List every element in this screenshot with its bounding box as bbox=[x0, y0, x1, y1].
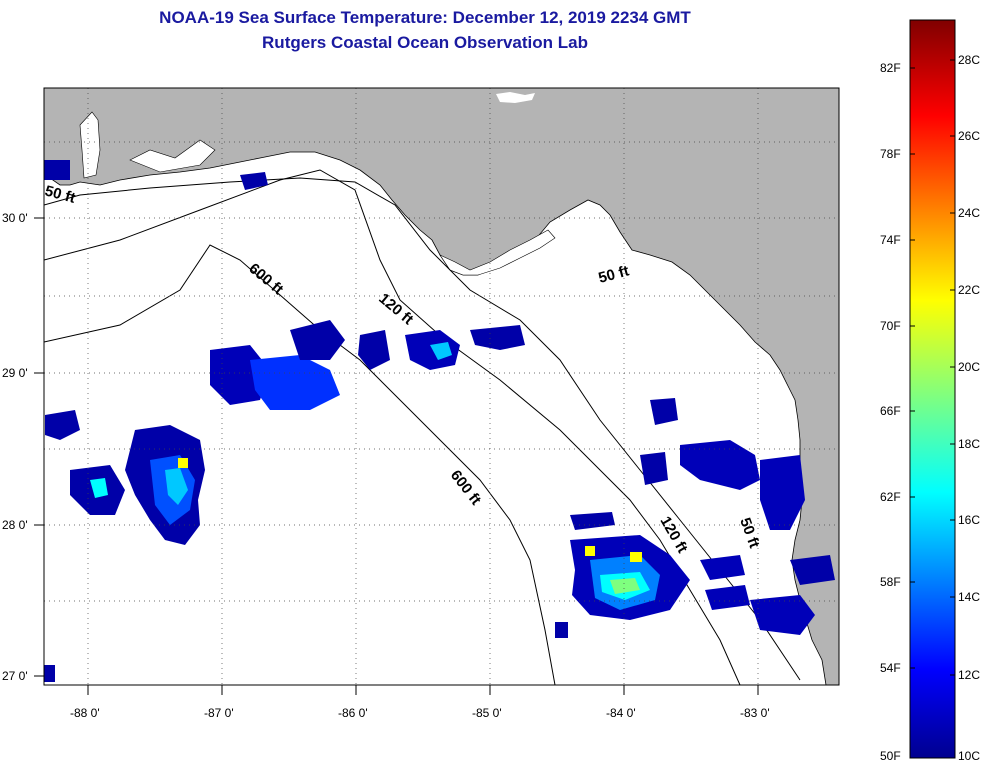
lon-label-84: -84 0' bbox=[606, 706, 636, 720]
bay-mobile bbox=[79, 111, 101, 179]
lon-label-88: -88 0' bbox=[70, 706, 100, 720]
lat-label-28: 28 0' bbox=[2, 518, 28, 532]
bay-apalachee bbox=[439, 229, 556, 276]
lake-inland bbox=[496, 92, 535, 103]
colorbar-f-58: 58F bbox=[880, 575, 901, 589]
colorbar-c-14: 14C bbox=[958, 590, 980, 604]
tick-marks bbox=[34, 217, 759, 695]
sst-patches bbox=[44, 160, 835, 682]
colorbar-c-22: 22C bbox=[958, 283, 980, 297]
colorbar-c-16: 16C bbox=[958, 513, 980, 527]
contour-600ft bbox=[44, 244, 556, 685]
colorbar-f-74: 74F bbox=[880, 233, 901, 247]
colorbar-f-50: 50F bbox=[880, 749, 901, 763]
lat-label-27: 27 0' bbox=[2, 669, 28, 683]
colorbar-c-18: 18C bbox=[958, 437, 980, 451]
colorbar bbox=[909, 19, 956, 759]
colorbar-f-70: 70F bbox=[880, 319, 901, 333]
lat-label-30: 30 0' bbox=[2, 211, 28, 225]
colorbar-f-66: 66F bbox=[880, 404, 901, 418]
lat-label-29: 29 0' bbox=[2, 366, 28, 380]
lon-label-86: -86 0' bbox=[338, 706, 368, 720]
contour-50ft bbox=[44, 177, 801, 681]
map-title: NOAA-19 Sea Surface Temperature: Decembe… bbox=[159, 8, 691, 27]
lon-label-83: -83 0' bbox=[740, 706, 770, 720]
colorbar-c-24: 24C bbox=[958, 206, 980, 220]
map-frame bbox=[43, 87, 840, 686]
lon-label-85: -85 0' bbox=[472, 706, 502, 720]
colorbar-c-20: 20C bbox=[958, 360, 980, 374]
land-florida bbox=[44, 88, 839, 685]
colorbar-c-10: 10C bbox=[958, 749, 980, 763]
map-subtitle: Rutgers Coastal Ocean Observation Lab bbox=[262, 33, 588, 52]
colorbar-c-26: 26C bbox=[958, 129, 980, 143]
colorbar-f-54: 54F bbox=[880, 661, 901, 675]
lon-label-87: -87 0' bbox=[204, 706, 234, 720]
colorbar-c-12: 12C bbox=[958, 668, 980, 682]
colorbar-f-62: 62F bbox=[880, 490, 901, 504]
colorbar-ticks bbox=[910, 59, 955, 676]
bay-pensacola bbox=[129, 139, 216, 173]
colorbar-f-82: 82F bbox=[880, 61, 901, 75]
colorbar-f-78: 78F bbox=[880, 147, 901, 161]
colorbar-c-28: 28C bbox=[958, 53, 980, 67]
